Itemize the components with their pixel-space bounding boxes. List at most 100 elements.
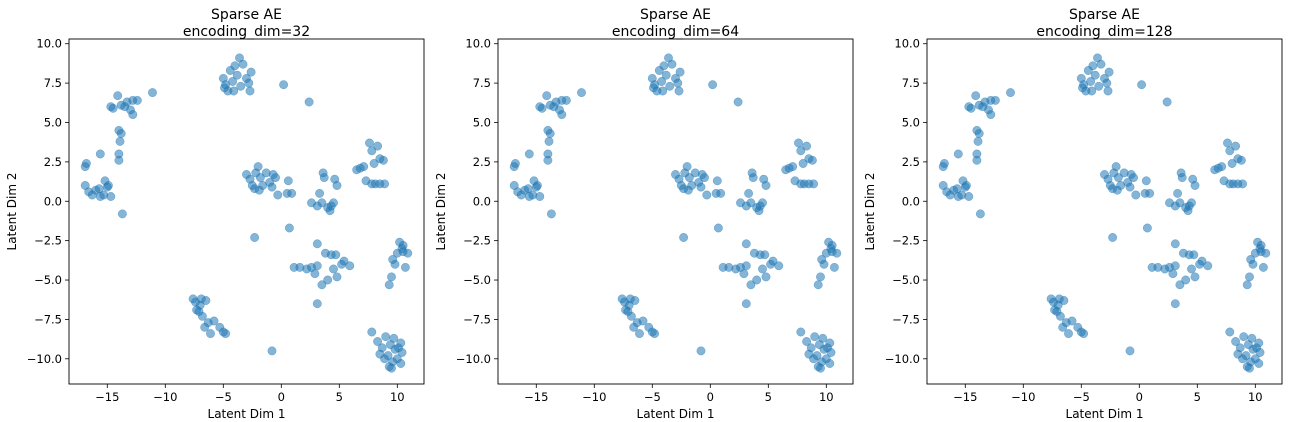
data-point: [329, 264, 338, 274]
data-point: [1064, 329, 1073, 339]
data-point: [1079, 329, 1089, 339]
data-point: [312, 299, 322, 309]
data-point: [108, 103, 118, 113]
y-tick-label: −7.5: [34, 312, 62, 326]
data-point: [696, 346, 706, 356]
data-point: [206, 329, 215, 339]
data-point: [1190, 272, 1200, 282]
data-point: [1125, 182, 1135, 192]
data-point: [1187, 198, 1196, 208]
plot-frame: [926, 38, 1283, 385]
data-point: [310, 269, 320, 279]
data-point: [1086, 77, 1096, 86]
y-tick-label: 0.0: [902, 194, 920, 208]
data-point: [332, 272, 342, 282]
data-point: [675, 67, 685, 77]
data-point: [367, 146, 377, 156]
data-point: [657, 77, 667, 86]
data-point: [103, 181, 113, 190]
data-point: [1187, 264, 1196, 274]
data-point: [802, 141, 812, 151]
data-point: [638, 316, 648, 326]
data-point: [661, 70, 671, 80]
data-point: [1067, 316, 1077, 326]
data-point: [378, 155, 388, 165]
data-point: [332, 181, 342, 190]
x-axis-label: Latent Dim 1: [208, 407, 286, 421]
data-point: [827, 240, 837, 250]
data-point: [1137, 80, 1147, 90]
data-point: [282, 188, 292, 198]
data-point: [304, 97, 314, 107]
data-point: [387, 272, 396, 282]
data-point: [524, 192, 534, 201]
data-point: [741, 261, 751, 271]
data-point: [794, 138, 803, 148]
data-point: [398, 240, 408, 250]
y-tick-label: 0.0: [44, 194, 62, 208]
data-point: [238, 59, 248, 69]
data-point: [384, 280, 394, 290]
data-point: [650, 329, 660, 339]
data-point: [1248, 259, 1258, 269]
y-tick-label: −5.0: [34, 273, 62, 287]
data-point: [271, 173, 280, 183]
data-point: [1254, 338, 1264, 348]
data-point: [1238, 179, 1248, 189]
data-point: [373, 337, 383, 346]
data-point: [273, 190, 283, 200]
data-point: [1190, 181, 1200, 190]
x-tick-label: −10: [153, 390, 177, 404]
y-tick-label: −2.5: [34, 234, 62, 248]
plot-frame: [497, 38, 854, 385]
data-point: [635, 329, 644, 339]
data-point: [1108, 233, 1118, 242]
data-point: [1225, 146, 1235, 156]
data-point: [279, 80, 289, 90]
data-point: [796, 327, 806, 337]
x-tick-label: −5: [644, 390, 661, 404]
data-point: [816, 363, 825, 373]
data-point: [113, 91, 123, 101]
data-point: [679, 233, 689, 242]
data-point: [1223, 138, 1232, 148]
x-tick-label: 10: [819, 390, 834, 404]
y-tick-label: −5.0: [463, 273, 491, 287]
data-point: [702, 190, 712, 200]
data-point: [810, 332, 820, 342]
data-point: [665, 81, 675, 91]
chart-title: Sparse AE: [211, 7, 282, 23]
data-point: [748, 173, 758, 183]
chart-subtitle: encoding_dim=128: [1036, 24, 1172, 40]
y-tick-label: 7.5: [44, 76, 62, 90]
data-point: [209, 316, 219, 326]
y-tick-label: 5.0: [44, 115, 62, 129]
y-tick-label: −2.5: [892, 234, 920, 248]
chart-title: Sparse AE: [1069, 7, 1140, 23]
data-point: [537, 103, 547, 113]
data-point: [733, 97, 743, 107]
y-tick-label: 7.5: [473, 76, 491, 90]
data-point: [1087, 86, 1097, 96]
data-point: [246, 67, 256, 77]
data-point: [315, 188, 325, 198]
data-point: [95, 192, 105, 201]
data-point: [1162, 97, 1172, 107]
data-point: [403, 248, 413, 258]
data-point: [796, 179, 806, 189]
data-point: [546, 209, 556, 219]
data-point: [649, 83, 658, 93]
data-point: [365, 138, 374, 148]
data-point: [974, 129, 984, 138]
data-point: [1142, 223, 1152, 233]
x-tick-label: 0: [1136, 390, 1143, 404]
data-point: [380, 179, 390, 189]
data-point: [1247, 333, 1257, 343]
data-point: [990, 95, 1000, 105]
data-point: [1261, 248, 1271, 258]
scatter-points: [509, 53, 842, 373]
data-point: [509, 162, 519, 172]
data-point: [245, 86, 255, 96]
y-tick-label: −10.0: [456, 352, 491, 366]
data-point: [760, 250, 770, 260]
